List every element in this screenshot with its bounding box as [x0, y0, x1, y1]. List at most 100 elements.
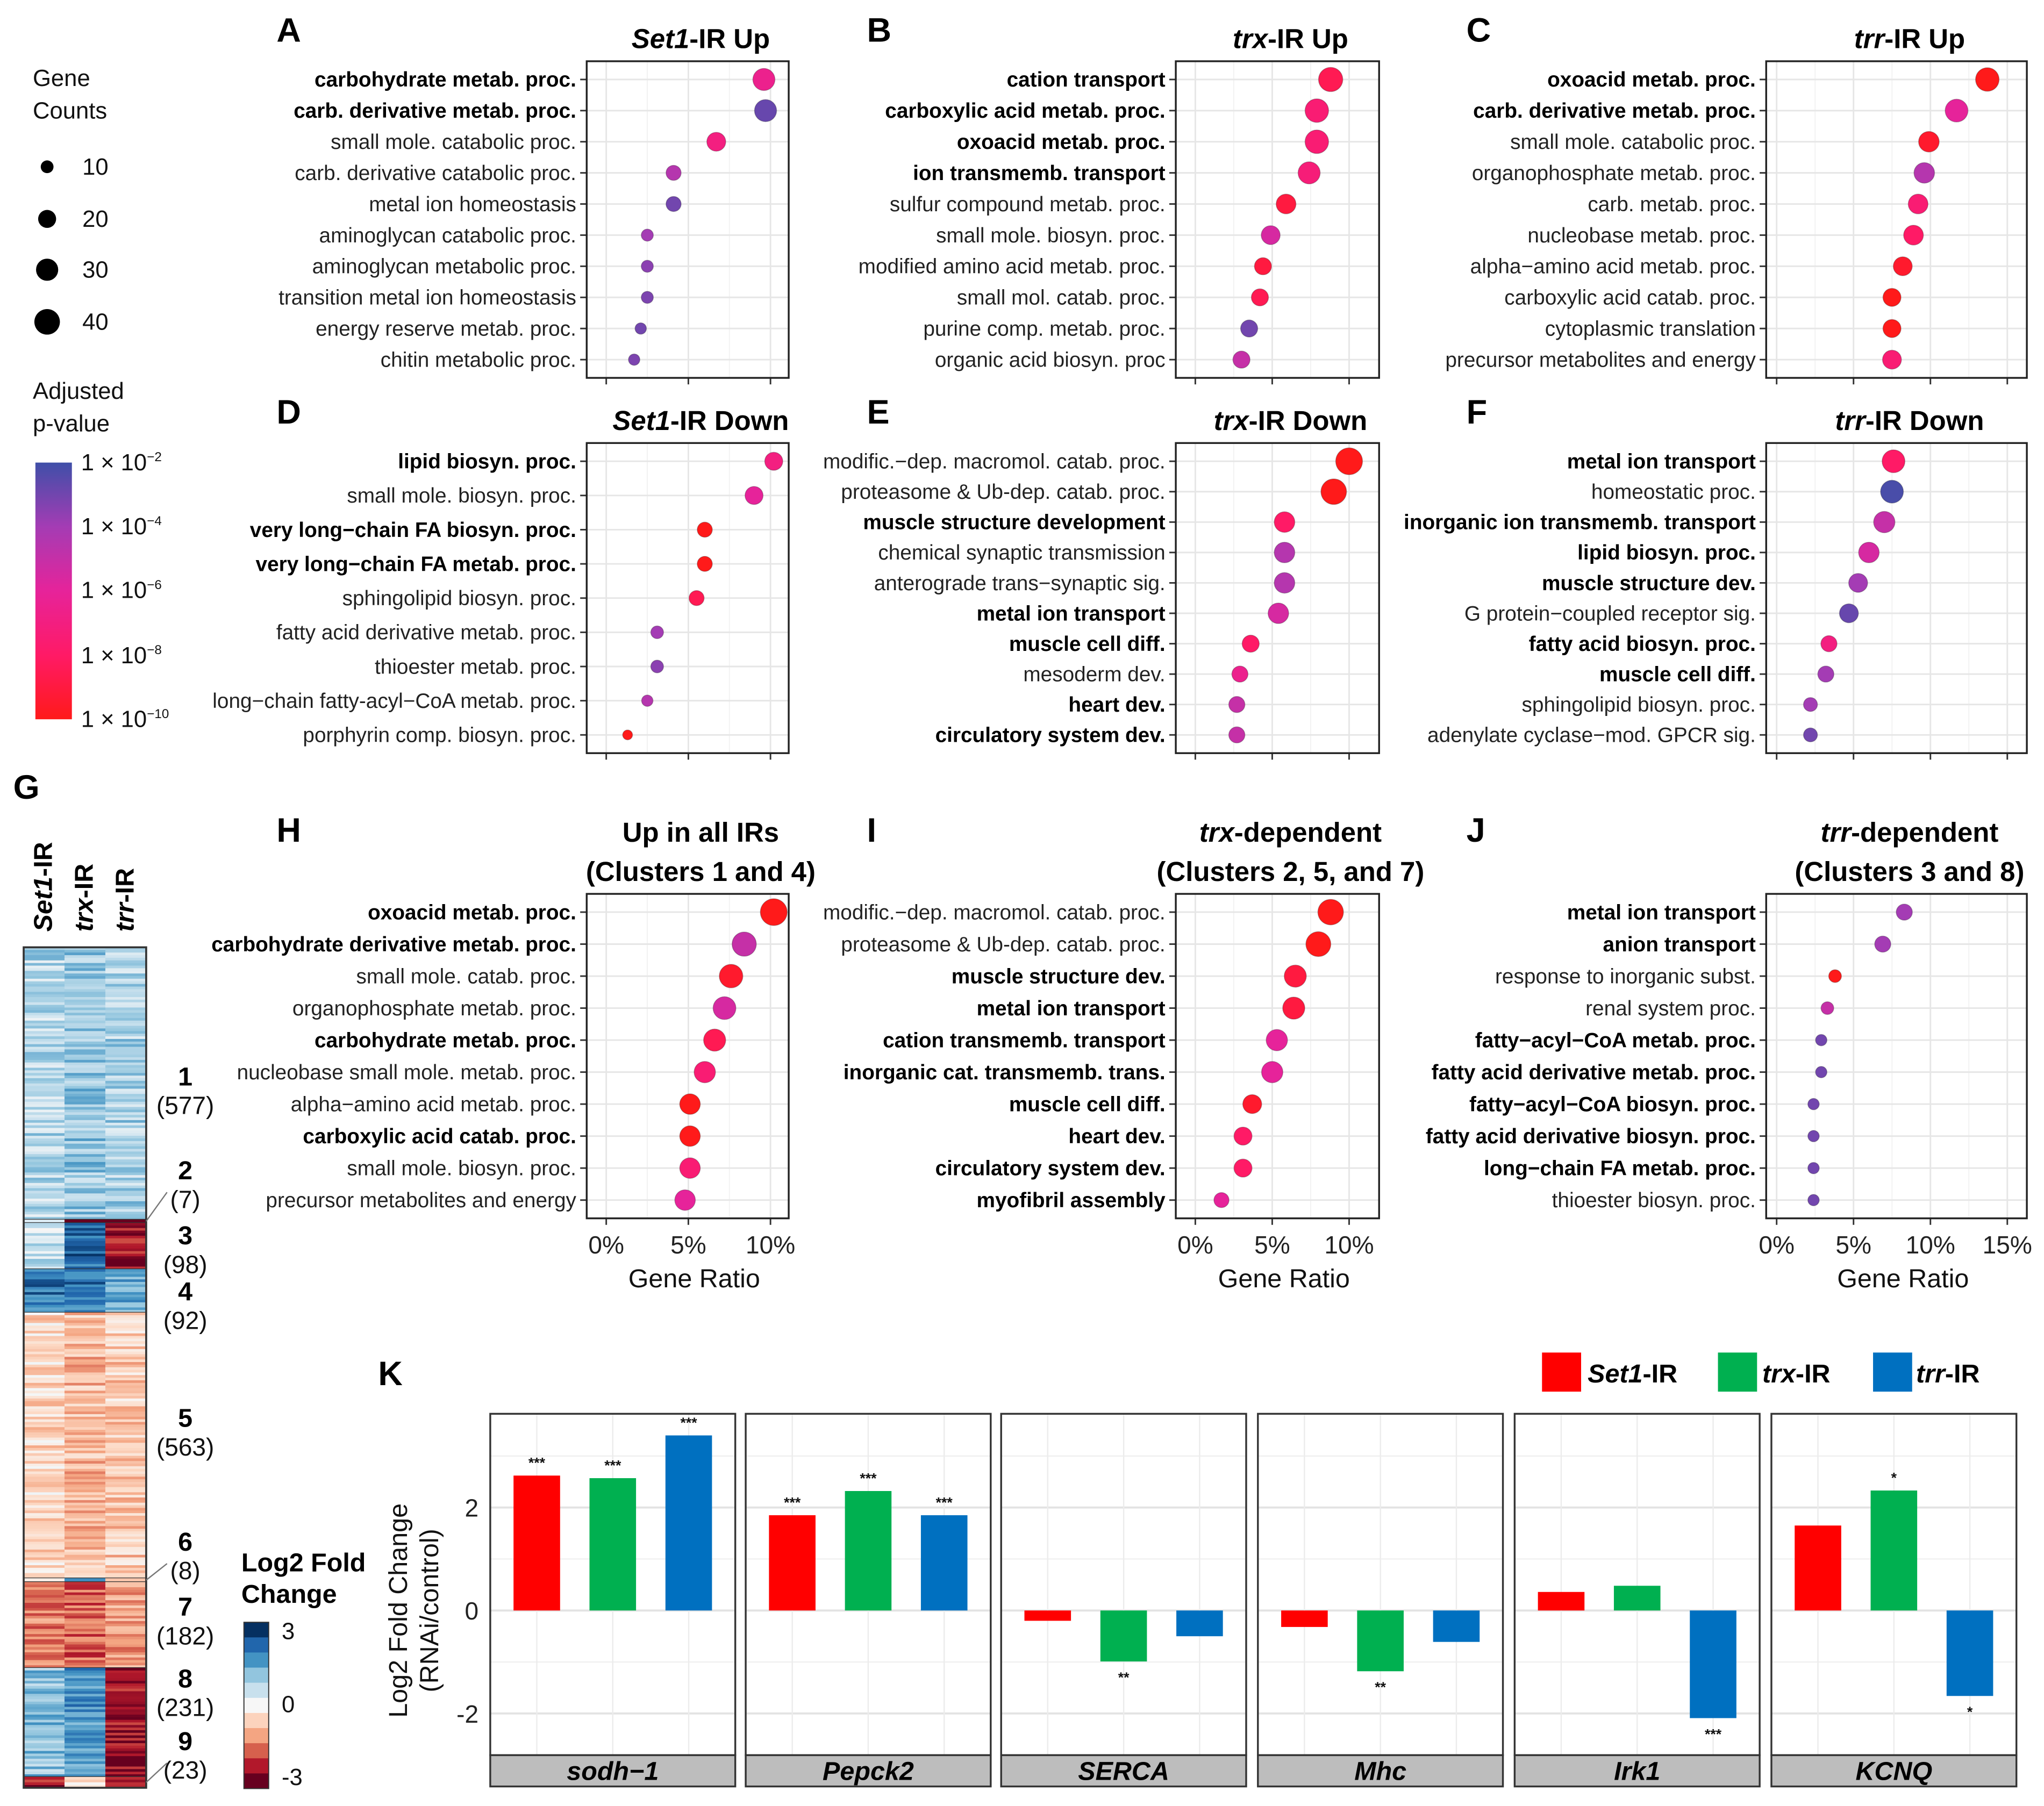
heatmap-cell — [64, 1567, 106, 1571]
heatmap-cell — [24, 1277, 65, 1280]
heatmap-cell — [64, 1047, 106, 1050]
term-label: porphyrin comp. biosyn. proc. — [303, 724, 576, 747]
heatmap-cell — [64, 1616, 106, 1619]
heatmap-cell — [105, 1636, 147, 1640]
heatmap-cell — [64, 1732, 106, 1736]
term-label: myofibril assembly — [976, 1189, 1166, 1212]
heatmap-cell — [64, 1769, 106, 1772]
heatmap-cell — [105, 1526, 147, 1529]
heatmap-cell — [64, 1354, 106, 1358]
heatmap-cell — [105, 1238, 147, 1242]
heatmap-cell — [105, 994, 147, 998]
heatmap-cell — [105, 1172, 147, 1176]
heatmap-legend-swatch — [244, 1652, 269, 1668]
heatmap-cell — [105, 1481, 147, 1485]
heatmap-cell — [64, 1662, 106, 1666]
bar — [1357, 1610, 1404, 1672]
heatmap-cell — [105, 1146, 147, 1150]
heatmap-cell — [64, 1772, 106, 1775]
heatmap-cell — [24, 1626, 65, 1630]
data-point — [1241, 634, 1260, 653]
data-point — [1261, 225, 1281, 245]
heatmap-cell — [105, 1164, 147, 1168]
heatmap-cell — [64, 1138, 106, 1142]
heatmap-cell — [24, 1753, 65, 1757]
term-label: circulatory system dev. — [935, 1157, 1166, 1180]
significance-label: * — [1891, 1470, 1897, 1486]
heatmap-cell — [64, 1010, 106, 1013]
heatmap-cell — [64, 1406, 106, 1409]
heatmap-cell — [24, 1764, 65, 1767]
heatmap-cell — [24, 1076, 65, 1079]
heatmap-cell — [105, 1341, 147, 1344]
heatmap-cell — [105, 1725, 147, 1728]
heatmap-cell — [105, 1745, 147, 1749]
heatmap-cell — [105, 1284, 147, 1288]
heatmap-cell — [64, 1062, 106, 1066]
heatmap-cell — [24, 1080, 65, 1084]
dot-panel-H: 0% 5% 10% Gene Ratio oxoacid metab. proc. car… — [211, 812, 816, 1293]
heatmap-cell — [24, 992, 65, 995]
heatmap-cell — [24, 1629, 65, 1632]
term-label: renal system proc. — [1585, 997, 1756, 1020]
term-label: fatty acid derivative metab. proc. — [1432, 1061, 1756, 1084]
heatmap-cell — [64, 1738, 106, 1741]
heatmap-cell — [24, 1471, 65, 1475]
heatmap-cell — [24, 1466, 65, 1470]
heatmap-cell — [64, 1497, 106, 1501]
heatmap-cell — [24, 1445, 65, 1449]
heatmap-cell — [105, 1608, 147, 1611]
heatmap-cell — [24, 1735, 65, 1739]
term-label: homeostatic proc. — [1591, 481, 1756, 504]
heatmap-cell — [105, 1271, 147, 1275]
heatmap-cell — [64, 1378, 106, 1381]
heatmap-cell — [24, 1557, 65, 1561]
plot-border — [585, 893, 790, 1220]
tick-label: 0% — [1759, 1231, 1795, 1259]
heatmap-cell — [24, 1002, 65, 1006]
data-point — [1882, 319, 1902, 338]
cluster-number: 7 — [178, 1593, 192, 1622]
heatmap-cell — [64, 1751, 106, 1754]
heatmap-legend-swatch — [244, 1712, 269, 1729]
heatmap-cell — [105, 992, 147, 995]
heatmap-cell — [24, 1026, 65, 1029]
heatmap-cell — [105, 1157, 147, 1160]
heatmap-cell — [64, 1445, 106, 1449]
panel-letter: C — [1467, 12, 1491, 49]
title-rest: -IR Down — [670, 405, 789, 436]
heatmap-cell — [24, 1362, 65, 1365]
heatmap-cell — [64, 1427, 106, 1430]
data-point — [1882, 288, 1902, 307]
heatmap-cell — [105, 1359, 147, 1363]
dot-panel-A: carbohydrate metab. proc. carb. derivativ… — [276, 12, 790, 385]
heatmap-cell — [64, 1589, 106, 1593]
heatmap-cell — [64, 1246, 106, 1249]
heatmap-cell — [64, 1391, 106, 1394]
data-point — [641, 260, 654, 273]
heatmap-cell — [105, 1549, 147, 1553]
heatmap-cell — [105, 1735, 147, 1739]
heatmap-cell — [105, 1642, 147, 1645]
heatmap-cell — [105, 968, 147, 971]
heatmap-cell — [64, 1735, 106, 1739]
data-point — [1817, 665, 1834, 683]
heatmap-cell — [24, 1694, 65, 1697]
heatmap-cell — [24, 1233, 65, 1236]
heatmap-cell — [24, 1759, 65, 1762]
p-value-label: 1 × 10−8 — [81, 643, 162, 669]
heatmap-cell — [64, 1411, 106, 1415]
heatmap-cell — [24, 1681, 65, 1684]
heatmap-cell — [64, 1157, 106, 1160]
heatmap-cell — [24, 1761, 65, 1765]
heatmap-cell — [105, 1310, 147, 1313]
heatmap-cell — [105, 1696, 147, 1700]
heatmap-cell — [64, 1450, 106, 1454]
legend-swatch — [1542, 1352, 1581, 1392]
heatmap-cell — [105, 1010, 147, 1013]
legend-rest: -IR — [1796, 1359, 1831, 1388]
heatmap-cell — [24, 957, 65, 961]
heatmap-cell — [24, 1502, 65, 1506]
heatmap-cell — [64, 1456, 106, 1459]
heatmap-cell — [64, 1312, 106, 1316]
